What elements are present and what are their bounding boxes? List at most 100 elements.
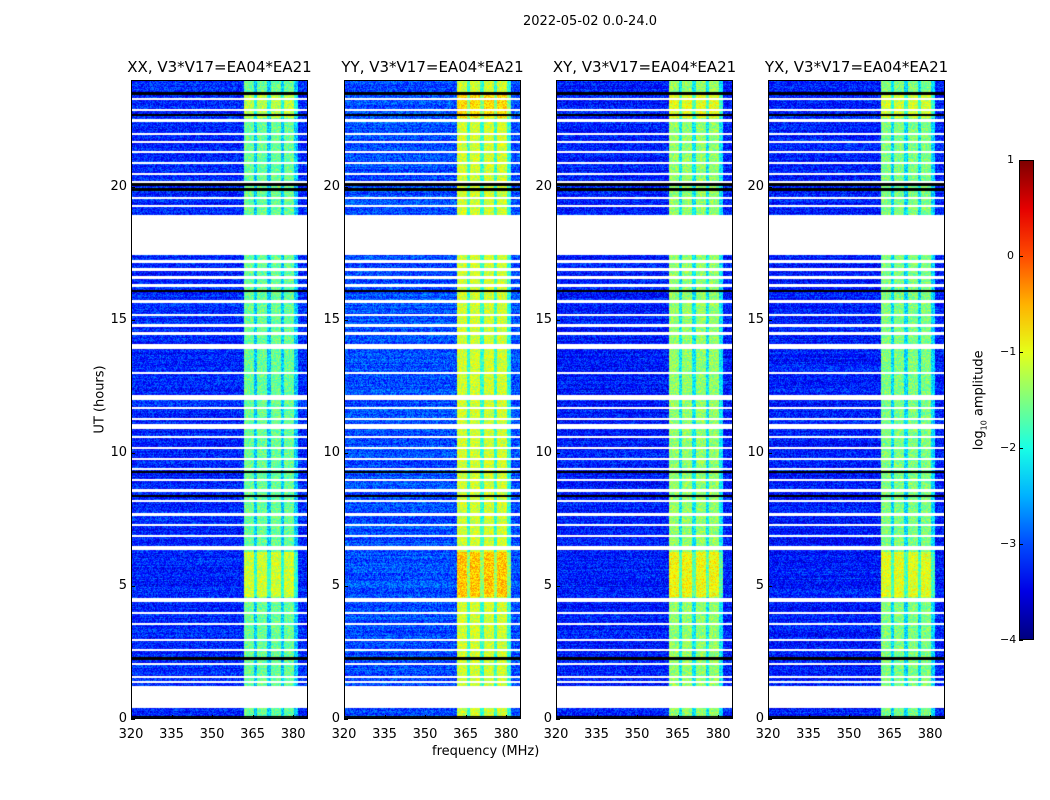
y-tick-label: 20 <box>110 178 127 194</box>
x-tick-label: 350 <box>624 727 650 742</box>
y-tick <box>344 452 348 454</box>
x-tick-label: 335 <box>584 727 609 742</box>
spectrogram-panel-2: YY, V3*V17=EA04*EA21 0 5 10 15 20 320 335 350 365… <box>323 58 523 742</box>
y-tick-label: 5 <box>331 577 340 593</box>
x-tick-label: 350 <box>412 727 438 742</box>
x-tick-label: 335 <box>372 727 397 742</box>
x-tick-label: 380 <box>705 727 731 742</box>
y-tick <box>344 319 348 321</box>
y-tick-label: 5 <box>755 577 764 593</box>
y-tick-label: 0 <box>331 711 340 726</box>
colorbar-tick-label: −4 <box>1000 633 1017 646</box>
y-tick-label: 10 <box>535 444 552 460</box>
y-tick-label: 15 <box>747 311 764 327</box>
y-tick-label: 10 <box>747 444 764 460</box>
panel-title: YY, V3*V17=EA04*EA21 <box>341 58 524 76</box>
panel-title: XY, V3*V17=EA04*EA21 <box>552 58 737 76</box>
axes-frame <box>556 80 733 719</box>
y-tick-label: 15 <box>323 311 340 327</box>
x-tick <box>344 715 345 719</box>
colorbar <box>1019 160 1034 640</box>
x-tick <box>768 715 769 719</box>
colorbar-tick-label: −1 <box>1000 345 1017 358</box>
colorbar-tick-label: 0 <box>1007 249 1014 262</box>
colorbar-tick-label: −3 <box>1000 537 1017 550</box>
y-tick <box>344 585 348 587</box>
y-tick-label: 5 <box>543 577 552 593</box>
x-tick <box>171 715 173 719</box>
x-tick <box>596 715 598 719</box>
y-tick-label: 0 <box>543 711 552 726</box>
x-tick <box>849 715 851 719</box>
y-tick-label: 0 <box>118 711 127 726</box>
panel-title: XX, V3*V17=EA04*EA21 <box>127 58 312 76</box>
y-tick <box>556 719 560 720</box>
x-tick-label: 320 <box>331 727 357 742</box>
colorbar-tick <box>1019 448 1023 449</box>
x-tick <box>930 715 932 719</box>
colorbar-label: log10 amplitude <box>971 350 989 451</box>
y-tick <box>768 719 772 720</box>
colorbar-tick <box>1019 544 1023 545</box>
axes-frame <box>768 80 945 719</box>
y-axis-label: UT (hours) <box>92 365 108 434</box>
y-tick <box>131 585 135 587</box>
figure-title: 2022-05-02 0.0-24.0 <box>523 14 657 29</box>
spectrogram-image <box>131 80 308 719</box>
x-tick-label: 350 <box>199 727 225 742</box>
y-tick-label: 10 <box>110 444 127 460</box>
colorbar-tick <box>1019 256 1023 257</box>
spectrogram-image <box>344 80 521 719</box>
y-tick <box>768 452 772 454</box>
x-tick <box>131 715 132 719</box>
x-tick-label: 380 <box>280 727 306 742</box>
y-tick <box>344 186 348 188</box>
y-tick-label: 20 <box>535 178 552 194</box>
x-tick-label: 320 <box>118 727 144 742</box>
x-tick <box>506 715 508 719</box>
x-tick <box>556 715 557 719</box>
x-tick-label: 335 <box>159 727 184 742</box>
y-tick-label: 15 <box>110 311 127 327</box>
y-tick <box>556 319 560 321</box>
y-tick-label: 20 <box>747 178 764 194</box>
x-tick-label: 335 <box>796 727 821 742</box>
x-tick-label: 365 <box>665 727 690 742</box>
y-tick <box>556 452 560 454</box>
spectrogram-image <box>768 80 945 719</box>
colorbar-tick <box>1019 640 1023 641</box>
colorbar-tick-label: 1 <box>1007 153 1014 166</box>
y-tick <box>768 186 772 188</box>
x-tick-label: 365 <box>453 727 478 742</box>
y-tick-label: 0 <box>755 711 764 726</box>
colorbar-tick-label: −2 <box>1000 441 1017 454</box>
x-tick-label: 320 <box>543 727 569 742</box>
colorbar-tick <box>1019 352 1023 353</box>
y-tick <box>556 585 560 587</box>
x-tick-label: 365 <box>877 727 902 742</box>
y-tick <box>768 319 772 321</box>
panel-title: YX, V3*V17=EA04*EA21 <box>764 58 949 76</box>
x-tick <box>677 715 679 719</box>
y-tick-label: 5 <box>118 577 127 593</box>
x-tick-label: 350 <box>836 727 862 742</box>
x-tick <box>384 715 386 719</box>
spectrogram-panel-1: XX, V3*V17=EA04*EA21 0 5 10 15 20 320 335 350 365… <box>110 58 311 742</box>
colorbar-tick <box>1019 160 1023 161</box>
y-tick <box>131 452 135 454</box>
y-tick-label: 10 <box>323 444 340 460</box>
x-axis-label: frequency (MHz) <box>432 744 540 759</box>
x-tick-label: 380 <box>493 727 519 742</box>
x-tick-label: 365 <box>240 727 265 742</box>
y-tick <box>131 719 135 720</box>
y-tick-label: 15 <box>535 311 552 327</box>
y-tick <box>768 585 772 587</box>
y-tick <box>556 186 560 188</box>
x-tick <box>889 715 891 719</box>
x-tick <box>465 715 467 719</box>
axes-frame <box>344 80 521 719</box>
spectrogram-image <box>556 80 733 719</box>
y-tick <box>131 319 135 321</box>
x-tick <box>808 715 810 719</box>
